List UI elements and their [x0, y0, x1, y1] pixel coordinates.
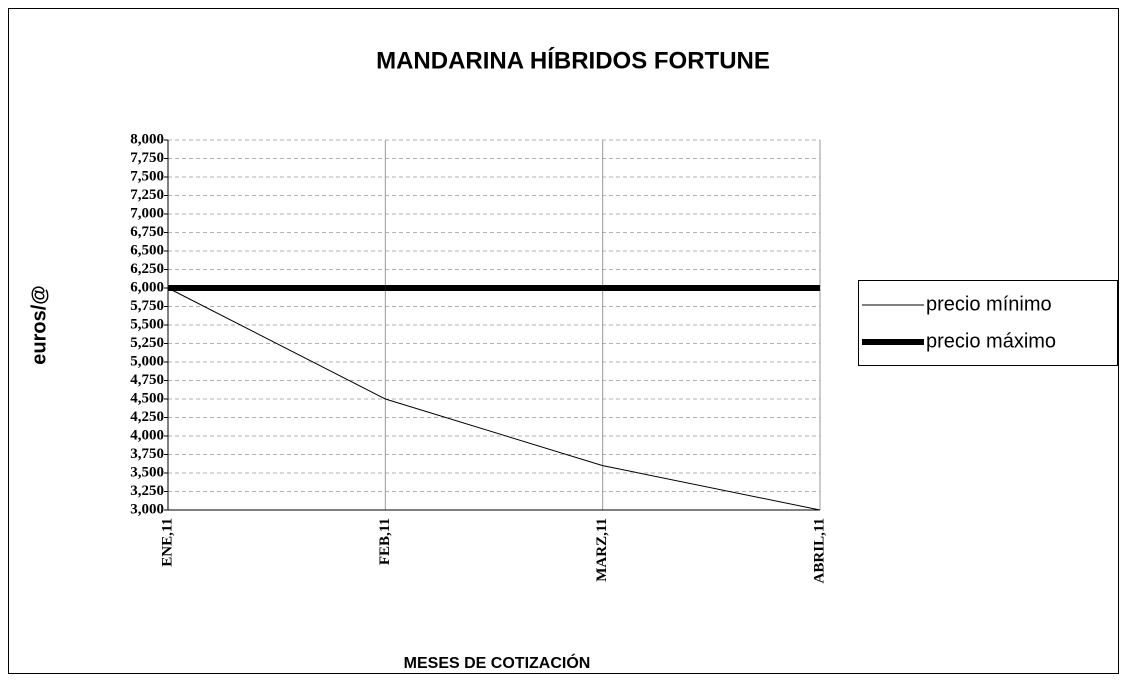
y-tick-label: 6,750 [130, 224, 164, 240]
y-tick-label: 4,500 [130, 390, 164, 406]
y-tick-label: 7,000 [130, 205, 164, 221]
y-tick-label: 8,000 [130, 131, 164, 147]
x-axis-title: MESES DE COTIZACIÓN [404, 653, 591, 672]
y-tick-label: 6,250 [130, 261, 164, 277]
x-tick-label: ENE,11 [159, 518, 175, 567]
y-tick-label: 5,750 [130, 298, 164, 314]
chart-title: MANDARINA HÍBRIDOS FORTUNE [376, 46, 770, 74]
y-tick-label: 3,250 [130, 483, 164, 499]
series-line [167, 287, 821, 511]
y-tick-label: 5,500 [130, 316, 164, 332]
y-tick-label: 4,750 [130, 372, 164, 388]
x-tick-label: FEB,11 [377, 518, 393, 565]
y-tick-label: 5,250 [130, 335, 164, 351]
y-tick-label: 5,000 [130, 353, 164, 369]
y-tick-label: 3,500 [130, 464, 164, 480]
y-tick-label: 4,250 [130, 409, 164, 425]
y-axis-title: euros/@ [28, 285, 50, 365]
y-tick-label: 4,000 [130, 427, 164, 443]
legend-label: precio máximo [926, 330, 1056, 352]
y-tick-label: 3,750 [130, 446, 164, 462]
y-tick-label: 7,500 [130, 168, 164, 184]
legend-box [858, 280, 1118, 366]
x-tick-label: MARZ,11 [594, 518, 610, 582]
y-tick-label: 6,500 [130, 242, 164, 258]
y-tick-label: 7,250 [130, 187, 164, 203]
legend-label: precio mínimo [926, 293, 1052, 315]
y-tick-label: 7,750 [130, 150, 164, 166]
y-tick-label: 6,000 [130, 279, 164, 295]
y-tick-label: 3,000 [130, 501, 164, 517]
x-tick-label: ABRIL,11 [811, 518, 827, 583]
